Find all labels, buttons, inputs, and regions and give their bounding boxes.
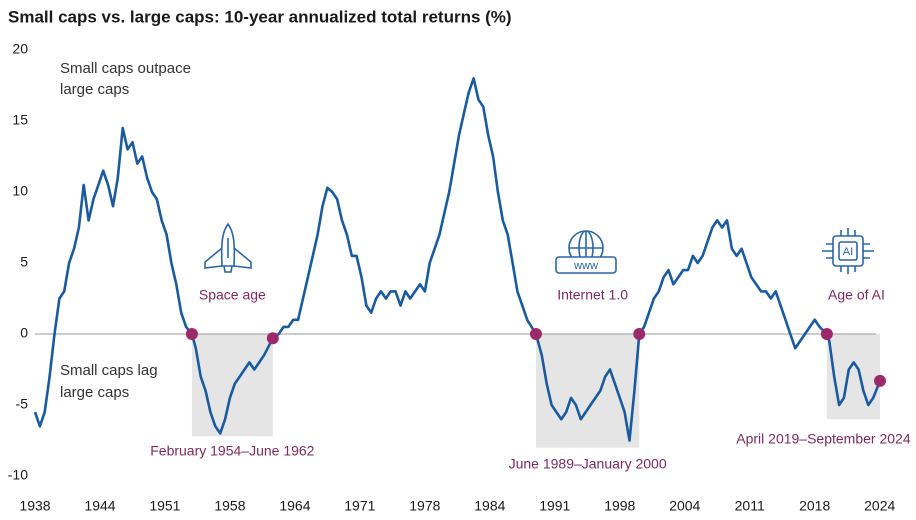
period-marker: [185, 328, 198, 340]
y-tick-label: 15: [12, 112, 28, 128]
annotation: Small caps outpace: [60, 60, 191, 77]
ai-chip-icon: AI: [822, 228, 874, 274]
period-marker: [529, 328, 542, 340]
period-shade: [535, 334, 640, 448]
data-line: [33, 77, 882, 442]
period-marker: [820, 328, 833, 340]
y-tick-label: -10: [8, 467, 28, 483]
x-tick-label: 1998: [604, 498, 635, 514]
x-tick-label: 1984: [474, 498, 505, 514]
period-shade: [191, 334, 273, 437]
period-marker: [633, 328, 646, 340]
svg-text:AI: AI: [843, 246, 853, 258]
x-tick-label: 2018: [799, 498, 830, 514]
x-tick-label: 1958: [214, 498, 245, 514]
period-label: April 2019–September 2024: [736, 431, 911, 447]
y-tick-label: 10: [12, 183, 28, 199]
x-tick-label: 1964: [279, 498, 310, 514]
y-tick-label: -5: [16, 396, 29, 412]
x-tick-label: 1971: [344, 498, 375, 514]
x-tick-label: 2024: [864, 498, 895, 514]
period-marker: [874, 374, 886, 387]
event-name: Age of AI: [828, 287, 885, 303]
y-tick-label: 20: [12, 41, 28, 57]
x-tick-label: 1951: [149, 498, 180, 514]
x-tick-label: 1944: [84, 498, 115, 514]
x-tick-label: 2011: [735, 498, 765, 514]
y-tick-label: 5: [20, 254, 28, 270]
x-tick-label: 1978: [409, 498, 440, 514]
period-label: June 1989–January 2000: [509, 456, 667, 472]
annotation: Small caps lag: [60, 362, 158, 379]
x-tick-label: 1991: [539, 498, 570, 514]
event-name: Space age: [199, 287, 266, 303]
svg-text:www: www: [573, 260, 598, 272]
x-tick-label: 2004: [669, 498, 700, 514]
event-name: Internet 1.0: [557, 287, 628, 303]
rocket-icon: [204, 222, 252, 273]
x-tick-label: 1938: [19, 498, 50, 514]
period-shade: [826, 334, 880, 420]
y-tick-label: 0: [20, 325, 28, 341]
annotation: large caps: [60, 81, 129, 98]
globe-icon: www: [555, 230, 617, 274]
period-label: February 1954–June 1962: [150, 443, 314, 459]
chart-title: Small caps vs. large caps: 10-year annua…: [8, 7, 512, 26]
annotation: large caps: [60, 384, 129, 401]
period-marker: [266, 332, 279, 345]
